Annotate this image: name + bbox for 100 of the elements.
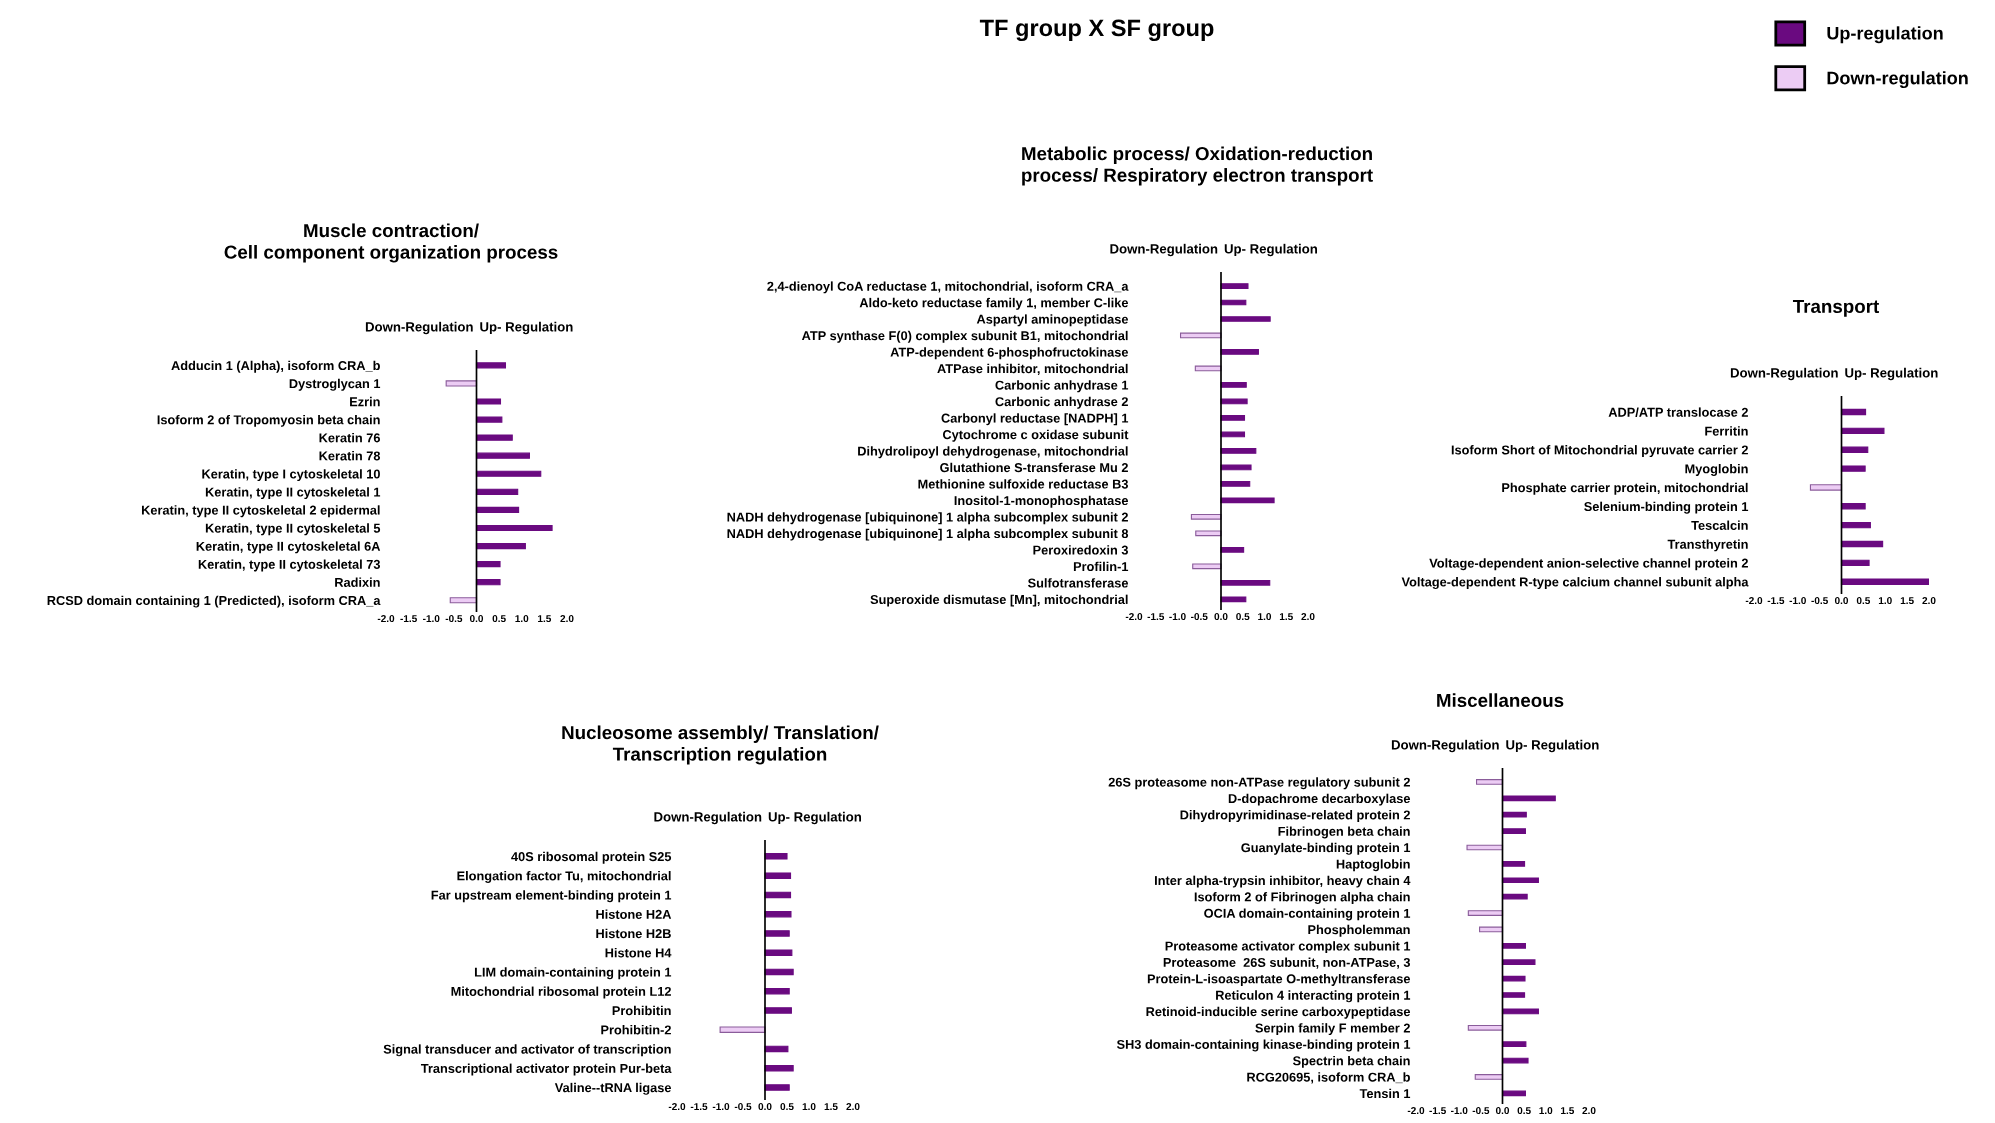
bar [1840,559,1870,567]
y-tick-label: Fibrinogen beta chain [1278,826,1410,839]
chart-title: Nucleosome assembly/ Translation/ Transcription regulation [562,725,879,765]
bar [1501,959,1536,966]
y-tick-label: Isoform Short of Mitochondrial pyruvate carrier 2 [1451,445,1748,458]
y-tick-label: Keratin, type II cytoskeletal 2 epidermal [141,505,380,518]
y-tick-label: Myoglobin [1685,463,1748,476]
y-tick-label: Histone H2B [596,928,671,939]
y-tick-label: 40S ribosomal protein S25 [511,851,672,864]
bar [475,416,503,423]
y-tick-label: Serpin family F member 2 [1255,1023,1410,1036]
x-tick-label: -2.0 [1125,613,1143,621]
y-tick-label: Spectrin beta chain [1292,1055,1410,1068]
y-tick-label: Inositol-1-monophosphatase [954,495,1129,508]
x-tick-label: 2.0 [1922,597,1936,605]
text: Down-Regulation [1391,739,1499,753]
bar [475,470,542,477]
bar [1475,779,1504,785]
x-tick-label: 1.5 [1279,613,1293,621]
chart-title: Metabolic process/ Oxidation-reduction process/ Respiratory electron transport [1022,146,1373,186]
y-tick-label: Carbonic anhydrase 2 [995,396,1128,409]
text: Up- Regulation [1845,367,1938,381]
bar [475,362,507,369]
y-tick-label: ATP-dependent 6-phosphofructokinase [890,347,1129,360]
y-tick-label: Isoform 2 of Fibrinogen alpha chain [1194,892,1410,904]
bar [1220,415,1246,421]
x-tick-label: 1.0 [802,1103,816,1111]
bar [475,452,530,459]
bar [1501,942,1526,949]
bar [1467,910,1504,916]
x-tick-label: 0.0 [1495,1107,1510,1115]
y-tick-label: ATPase inhibitor, mitochondrial [937,363,1128,376]
x-tick-label: -1.0 [423,615,440,623]
y-tick-label: Selenium-binding protein 1 [1584,501,1749,514]
y-tick-label: Keratin 76 [319,433,380,443]
y-tick-label: Keratin, type I cytoskeletal 10 [202,469,380,482]
bar [1220,546,1245,553]
y-tick-label: Voltage-dependent R-type calcium channel subunit alpha [1401,577,1749,590]
x-tick-label: 1.0 [1878,597,1892,605]
bar [1840,446,1869,453]
y-tick-label: Histone H4 [605,948,672,958]
text: Down-Regulation [654,811,762,825]
bar [1501,1090,1526,1097]
y-tick-label: Dihydropyrimidinase-related protein 2 [1180,810,1410,822]
bar [1220,579,1271,586]
x-tick-label: 1.5 [824,1103,838,1111]
x-tick-label: -2.0 [1407,1107,1425,1115]
y-tick-label: SH3 domain-containing kinase-binding protein 1 [1116,1039,1411,1052]
y-tick-label: Phospholemman [1308,924,1410,937]
bar [1474,1074,1504,1080]
bar [1192,563,1222,570]
x-tick-label: -1.0 [1451,1107,1468,1115]
bar [1220,349,1259,355]
y-tick-label: Elongation factor Tu, mitochondrial [457,871,671,883]
y-tick-label: Carbonyl reductase [NADPH] 1 [941,413,1129,426]
bar [1220,596,1247,603]
y-tick-label: Methionine sulfoxide reductase B3 [918,479,1128,489]
bar [1194,365,1222,372]
y-tick-label: Isoform 2 of Tropomyosin beta chain [157,414,380,427]
x-tick-label: 0.5 [1856,597,1871,605]
bar [1840,427,1885,435]
x-tick-label: 0.5 [780,1103,794,1111]
text: Up- Regulation [1224,243,1317,257]
y-tick-label: D-dopachrome decarboxylase [1228,793,1411,806]
bar [1220,283,1249,289]
bar [764,1064,794,1072]
x-tick-label: 1.5 [1561,1107,1575,1115]
y-tick-label: Transcriptional activator protein Pur-beta [420,1063,672,1076]
y-tick-label: Keratin, type II cytoskeletal 6A [196,541,381,554]
x-tick-label: -0.5 [445,615,463,623]
bar [1501,1008,1539,1015]
bar [475,488,519,495]
x-tick-label: -0.5 [734,1103,752,1111]
text: Up- Regulation [768,811,861,825]
y-tick-label: Inter alpha-trypsin inhibitor, heavy chain 4 [1154,875,1411,888]
y-tick-label: NADH dehydrogenase [ubiquinone] 1 alpha subcomplex subunit 2 [727,512,1128,525]
y-tick-label: Glutathione S-transferase Mu 2 [940,462,1128,473]
x-tick-label: -1.0 [1789,597,1806,605]
bar [764,1084,790,1091]
bar [449,597,478,604]
bar [764,1007,792,1014]
y-tick-label: Mitochondrial ribosomal protein L12 [451,986,671,999]
text: Down-Regulation [1730,367,1838,381]
y-tick-label: Aldo-keto reductase family 1, member C-like [859,297,1129,310]
y-tick-label: NADH dehydrogenase [ubiquinone] 1 alpha subcomplex subunit 8 [727,528,1129,541]
bar [1479,926,1504,933]
bar [1501,975,1526,982]
bar [1840,540,1884,548]
y-tick-label: OCIA domain-containing protein 1 [1204,908,1411,921]
bar [1840,578,1929,585]
y-tick-label: Proteasome activator complex subunit 1 [1165,941,1411,954]
bar [1467,1024,1504,1031]
x-tick-label: 1.5 [1900,597,1914,605]
bar [764,853,788,860]
bar [1195,530,1222,537]
bar [475,561,501,568]
legend-label: Down-regulation [1827,71,1968,89]
y-tick-label: Reticulon 4 interacting protein 1 [1216,990,1411,1003]
bar [1501,1041,1527,1048]
x-tick-label: 0.5 [492,615,506,623]
